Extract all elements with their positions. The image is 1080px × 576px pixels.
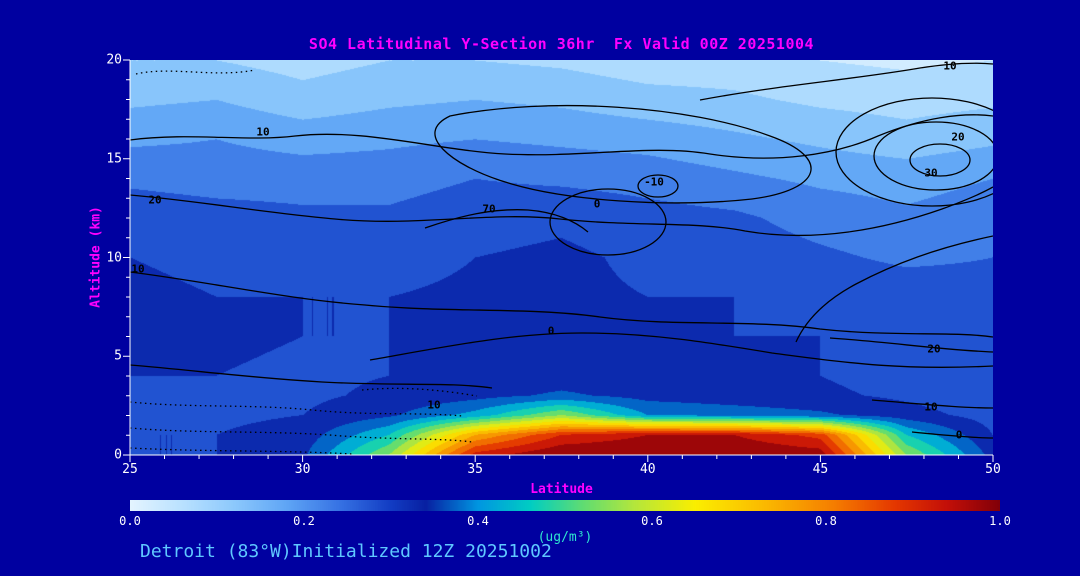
contour-line	[873, 121, 993, 191]
y-tick-label: 15	[106, 151, 122, 167]
contour-line	[549, 188, 667, 256]
y-tick-label: 10	[106, 250, 122, 265]
contour-label: 20	[148, 193, 162, 207]
contour-line	[829, 337, 993, 353]
contour-label: 0	[547, 324, 555, 338]
contour-label: 10	[943, 59, 957, 73]
x-tick-label: 45	[812, 462, 829, 477]
contour-label: 0	[593, 197, 601, 211]
colorbar-tick-label: 0.4	[467, 514, 489, 528]
contour-label: 10	[427, 398, 441, 412]
contour-line	[699, 62, 993, 101]
y-tick-label: 20	[106, 52, 122, 68]
axis-ticks	[123, 59, 994, 462]
x-tick-label: 35	[467, 462, 484, 477]
contour-label: 20	[951, 130, 965, 144]
y-axis-title: Altitude (km)	[88, 206, 104, 308]
contour-line	[130, 364, 493, 389]
x-tick-label: 40	[639, 462, 656, 477]
contour-line	[835, 97, 993, 207]
y-tick-labels: 0 5 10 15 20	[88, 53, 122, 463]
contour-line-overlay	[130, 62, 993, 455]
contour-line	[135, 69, 256, 75]
footer-annotation: Detroit (83°W)Initialized 12Z 20251002	[140, 541, 552, 562]
colorbar-tick-label: 0.6	[641, 514, 663, 528]
colorbar-tick-label: 0.8	[815, 514, 837, 528]
contour-line	[130, 447, 353, 455]
colorbar	[130, 500, 1000, 511]
contour-label: 10	[924, 400, 938, 414]
contour-line	[424, 209, 589, 233]
contour-line	[871, 399, 993, 409]
contour-line	[434, 104, 812, 204]
contour-line	[369, 332, 993, 368]
contour-line	[130, 401, 463, 417]
contour-line	[637, 174, 679, 198]
contour-line	[130, 271, 993, 338]
contour-label: 20	[927, 342, 941, 356]
x-tick-label: 50	[985, 462, 1001, 477]
colorbar-tick-label: 1.0	[989, 514, 1011, 528]
contour-line	[795, 235, 993, 343]
x-tick-label: 25	[122, 462, 138, 477]
contour-line	[911, 431, 993, 439]
y-tick-label: 5	[114, 348, 122, 364]
colorbar-unit-label: (ug/m³)	[537, 530, 593, 545]
contour-line	[130, 427, 473, 443]
contour-label: -10	[644, 175, 664, 189]
chart-title: SO4 Latitudinal Y-Section 36hr Fx Valid …	[308, 35, 815, 53]
contour-line	[130, 186, 993, 237]
y-tick-label: 0	[114, 447, 122, 463]
x-axis-title: Latitude	[530, 482, 593, 497]
contour-label: 30	[924, 166, 938, 180]
colorbar-tick-labels: 0.0 0.2 0.4 0.6 0.8 1.0	[119, 514, 1011, 528]
contour-label: 10	[131, 262, 145, 276]
contour-line	[130, 114, 993, 159]
contour-label: 0	[955, 428, 963, 442]
x-tick-label: 30	[294, 462, 311, 477]
filled-contour-canvas	[130, 60, 993, 455]
x-tick-labels: 25 30 35 40 45 50	[122, 462, 1001, 478]
colorbar-tick-label: 0.0	[119, 514, 141, 528]
plot-area: 10 10 20 10 70 0 -10 20 30 0 10 20 10 0	[123, 59, 994, 462]
contour-label: 10	[256, 125, 270, 139]
contour-label: 70	[482, 202, 496, 216]
colorbar-tick-label: 0.2	[293, 514, 315, 528]
contour-label-layer: 10 10 20 10 70 0 -10 20 30 0 10 20 10 0	[130, 60, 993, 455]
contour-line	[909, 143, 971, 177]
